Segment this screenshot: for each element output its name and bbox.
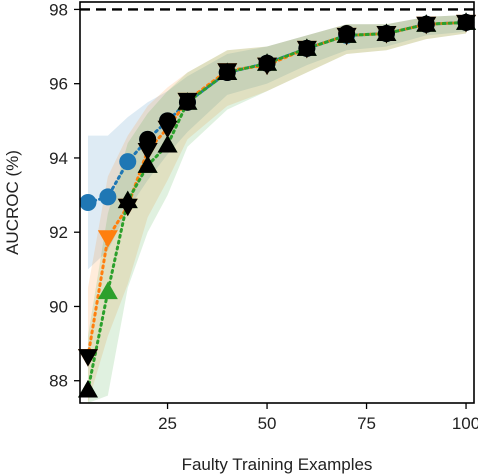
x-tick-label: 100 — [452, 414, 478, 433]
overlay-point-s3-4 — [157, 134, 178, 153]
overlay-point-s2-3 — [137, 143, 158, 161]
overlay-point-s3-3 — [137, 155, 158, 173]
overlay-point-s3-1 — [77, 380, 98, 398]
overlay-point-s3-5 — [177, 92, 198, 110]
y-tick-label: 90 — [49, 297, 68, 316]
data-point-s2-2 — [97, 230, 118, 248]
x-axis-label: Faulty Training Examples — [182, 455, 373, 474]
x-tick-label: 75 — [357, 414, 376, 433]
overlay-point-s3-2 — [117, 190, 138, 209]
overlay-point-s2-4 — [157, 120, 178, 139]
overlay-point-s3-12 — [456, 12, 477, 30]
data-point-s1-3 — [119, 153, 137, 171]
overlay-point-s3-11 — [416, 14, 437, 32]
data-point-s1-1 — [79, 194, 97, 211]
overlay-point-s3-9 — [336, 25, 357, 43]
overlay-point-s3-6 — [217, 62, 238, 81]
y-tick-label: 96 — [49, 75, 68, 94]
y-tick-label: 92 — [49, 223, 68, 242]
overlay-point-s2-1 — [77, 349, 98, 367]
y-axis-label: AUCROC (%) — [3, 150, 22, 255]
data-point-s3-2 — [97, 281, 118, 300]
overlay-point-s3-7 — [257, 53, 278, 71]
y-tick-label: 98 — [49, 0, 68, 19]
x-axis-ticks: 25 50 75 100 — [158, 403, 478, 433]
confidence-bands — [87, 14, 467, 403]
data-point-s1-2 — [99, 188, 117, 206]
confidence-band-3 — [87, 14, 467, 403]
y-tick-label: 88 — [49, 372, 68, 391]
overlay-markers — [77, 12, 477, 398]
x-tick-label: 50 — [258, 414, 277, 433]
overlay-point-s3-10 — [376, 23, 397, 42]
y-tick-label: 94 — [49, 149, 68, 168]
overlay-point-s3-8 — [296, 38, 317, 56]
x-tick-label: 25 — [158, 414, 177, 433]
plot-frame — [79, 1, 475, 404]
y-axis-ticks: 88 90 92 94 96 98 — [49, 0, 80, 391]
